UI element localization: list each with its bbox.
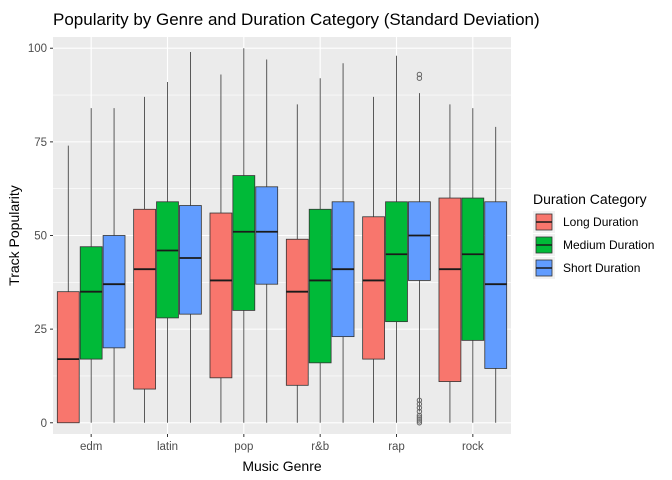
legend-label: Long Duration — [563, 215, 638, 229]
box-iqr — [232, 175, 256, 311]
box-r&b-0 — [285, 104, 309, 423]
box-pop-2 — [255, 59, 279, 423]
box-iqr — [102, 235, 126, 349]
box-iqr — [133, 208, 156, 390]
outlier-point — [416, 401, 423, 407]
x-tick-label: r&b — [311, 441, 329, 453]
box-rap-2 — [408, 71, 431, 426]
box-iqr — [438, 197, 462, 382]
outlier-point — [416, 416, 423, 422]
outlier-point — [416, 405, 423, 411]
y-tick-label: 75 — [34, 137, 47, 149]
legend-title: Duration Category — [533, 191, 647, 207]
x-tick-label: pop — [234, 441, 253, 453]
y-axis-title: Track Popularity — [6, 185, 22, 286]
outlier-point — [416, 71, 423, 78]
y-tick-label: 100 — [28, 43, 47, 55]
outlier-point — [416, 418, 423, 424]
outlier-point — [416, 408, 423, 415]
x-tick-label: latin — [157, 441, 178, 453]
box-rap-1 — [385, 55, 408, 423]
box-edm-2 — [102, 108, 126, 423]
box-rock-0 — [438, 104, 462, 423]
box-pop-0 — [209, 74, 233, 423]
box-r&b-1 — [308, 78, 332, 423]
box-latin-2 — [179, 51, 202, 423]
outlier-point — [416, 75, 423, 81]
box-iqr — [179, 205, 202, 315]
axes: 0 25 50 75 100 edm latin pop r&b rap rock — [28, 43, 484, 453]
boxplots — [56, 48, 508, 426]
y-tick-label: 25 — [34, 324, 47, 336]
box-rock-2 — [484, 126, 508, 423]
legend: Duration Category Long Duration Medium Du… — [533, 191, 654, 279]
box-iqr — [385, 201, 408, 323]
box-iqr — [255, 186, 279, 285]
outlier-point — [416, 420, 423, 426]
box-edm-1 — [79, 108, 103, 423]
box-iqr — [461, 197, 485, 341]
x-axis-title: Music Genre — [242, 458, 322, 474]
box-iqr — [285, 238, 309, 386]
y-tick-label: 50 — [34, 231, 47, 243]
legend-label: Short Duration — [563, 261, 640, 275]
box-r&b-2 — [331, 63, 355, 423]
x-tick-label: rap — [388, 441, 405, 453]
box-iqr — [56, 291, 80, 424]
box-rock-1 — [461, 108, 485, 423]
box-iqr — [362, 216, 385, 360]
box-iqr — [484, 201, 508, 369]
box-iqr — [79, 246, 103, 360]
outlier-point — [416, 397, 423, 403]
x-tick-label: edm — [80, 441, 102, 453]
legend-item: Medium Duration — [533, 234, 654, 256]
box-latin-1 — [156, 81, 179, 423]
outlier-point — [416, 414, 423, 420]
legend-item: Short Duration — [533, 257, 640, 279]
box-iqr — [209, 212, 233, 379]
legend-item: Long Duration — [533, 211, 638, 233]
chart-title: Popularity by Genre and Duration Categor… — [53, 10, 540, 29]
box-edm-0 — [56, 145, 80, 424]
box-iqr — [408, 201, 431, 281]
outlier-point — [416, 412, 423, 418]
box-iqr — [308, 208, 332, 364]
box-pop-1 — [232, 48, 256, 423]
legend-label: Medium Duration — [563, 238, 654, 252]
box-iqr — [156, 201, 179, 319]
y-tick-label: 0 — [41, 418, 47, 430]
box-latin-0 — [133, 96, 156, 423]
x-tick-label: rock — [462, 441, 484, 453]
box-rap-0 — [362, 96, 385, 423]
